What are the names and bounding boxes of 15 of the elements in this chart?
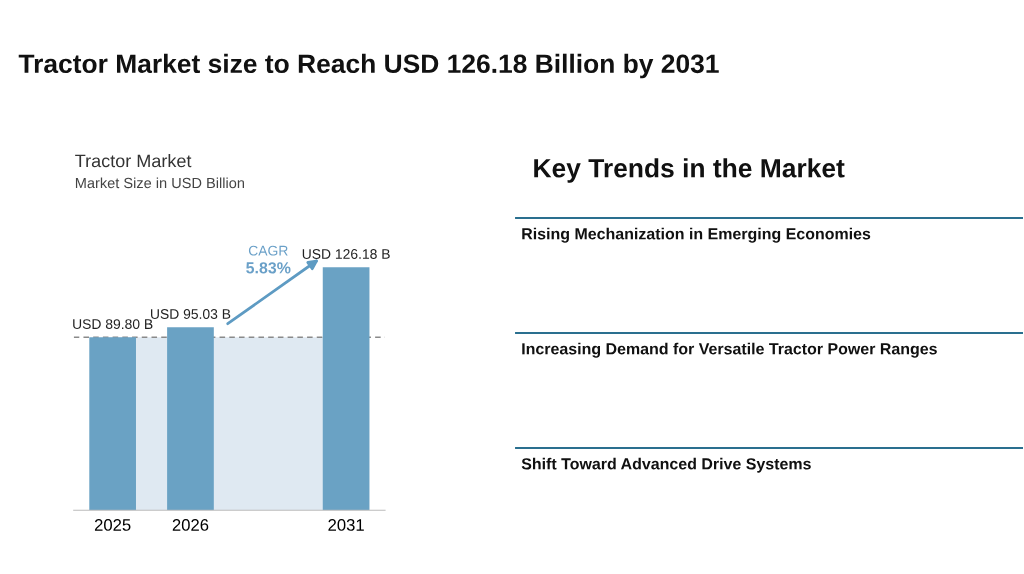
chart-title: Tractor Market size to Reach USD 126.18 Billion by 2031 <box>18 53 719 79</box>
text: CAGR <box>248 245 288 256</box>
x-tick-label: 2026 <box>172 519 209 531</box>
data-label: USD 126.18 B <box>302 249 390 259</box>
data-label: USD 89.80 B <box>73 319 153 330</box>
text: Rising Mechanization in Emerging Economies <box>522 227 871 243</box>
text: Shift Toward Advanced Drive Systems <box>521 457 811 473</box>
text: Increasing Demand for Versatile Tractor Power Ranges <box>522 342 937 358</box>
y-axis-title: Market Size in USD Billion <box>75 177 244 189</box>
data-label: USD 95.03 B <box>151 309 231 319</box>
text: Key Trends in the Market <box>534 158 845 183</box>
x-tick-label: 2031 <box>328 519 364 531</box>
chart-subtitle: Tractor Market <box>75 154 192 168</box>
annotation: 5.83% <box>246 262 291 274</box>
x-tick-label: 2025 <box>94 519 131 531</box>
